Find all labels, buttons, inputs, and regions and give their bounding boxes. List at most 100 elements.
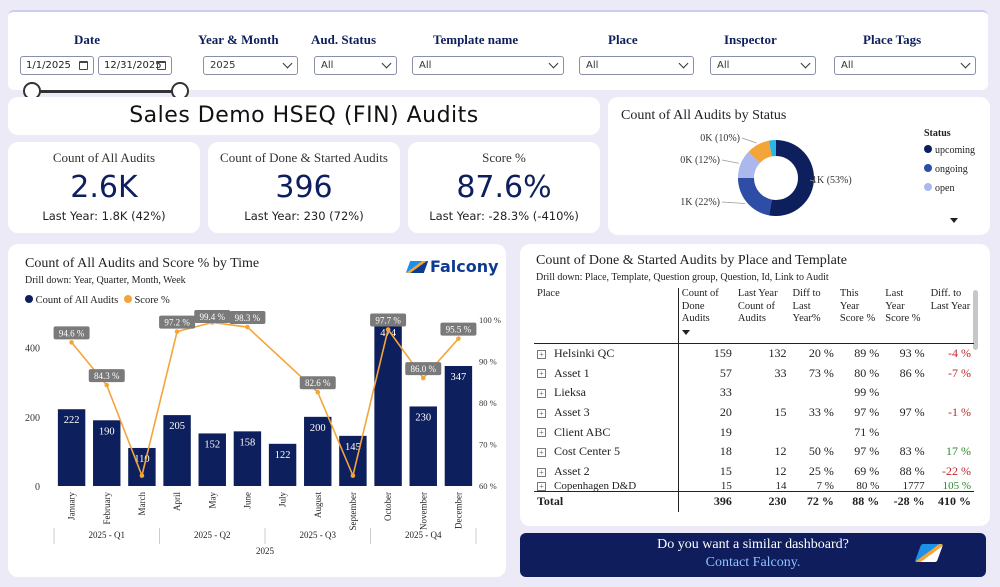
inspector-select[interactable]: All xyxy=(710,56,816,75)
col-header-this-year-score[interactable]: This Year Score % xyxy=(839,288,876,324)
bar-august[interactable] xyxy=(304,416,332,486)
combo-chart[interactable]: 0 200 400 60 % 70 % 80 % 90 % 100 % 222 January 19… xyxy=(8,244,506,577)
table-scrollbar[interactable] xyxy=(973,290,978,350)
year-month-select[interactable]: 2025 xyxy=(203,56,298,75)
col-header-diff-last-year[interactable]: Diff to Last Year% xyxy=(792,288,821,324)
donut-chart[interactable]: 1K (53%) 1K (22%) 0K (12%) 0K (10%) xyxy=(608,97,990,235)
kpi-card-done-started[interactable]: Count of Done & Started Audits 396 Last … xyxy=(208,142,400,233)
chevron-down-icon xyxy=(381,58,392,69)
bar-november[interactable] xyxy=(409,406,437,486)
expand-icon[interactable]: + xyxy=(537,448,546,458)
bar-may[interactable] xyxy=(198,433,226,486)
expand-icon[interactable]: + xyxy=(537,408,546,418)
bar-july[interactable] xyxy=(268,443,297,486)
donut-slice-other[interactable] xyxy=(748,140,772,163)
kpi-card-all-audits[interactable]: Count of All Audits 2.6K Last Year: 1.8K… xyxy=(8,142,200,233)
bar-value-label: 205 xyxy=(169,421,185,432)
donut-slice-upcoming[interactable] xyxy=(768,140,814,216)
table-row[interactable]: + Helsinki QC 159 132 20 % 89 % 93 % -4 % xyxy=(534,343,974,364)
donut-label: 1K (22%) xyxy=(680,197,720,208)
table-cell: 15 xyxy=(720,481,732,492)
table-cell xyxy=(790,383,837,403)
place-name: Copenhagen D&D xyxy=(554,481,637,492)
bar-december[interactable] xyxy=(444,365,473,486)
expand-icon[interactable]: + xyxy=(537,349,546,359)
legend-audits-label[interactable]: Count of All Audits xyxy=(35,295,119,306)
place-template-table-card: Count of Done & Started Audits by Place … xyxy=(520,244,990,526)
contact-link[interactable]: Contact Falcony. xyxy=(705,555,801,570)
legend-item-open[interactable]: open xyxy=(924,183,954,194)
legend-more-icon[interactable] xyxy=(950,218,958,223)
place-cell: + Client ABC xyxy=(534,422,679,442)
col-header-place[interactable]: Place xyxy=(534,288,679,344)
calendar-icon[interactable] xyxy=(157,61,166,70)
table-cell: 88 % xyxy=(899,463,925,478)
page-title: Sales Demo HSEQ (FIN) Audits xyxy=(129,103,479,128)
col-header-last-year-count[interactable]: Last Year Count of Audits xyxy=(737,288,778,324)
place-tags-label: Place Tags xyxy=(863,32,922,47)
aud-status-select[interactable]: All xyxy=(314,56,397,75)
table-row[interactable]: + Lieksa 33 99 % xyxy=(534,382,974,403)
quarter-label: 2025 - Q3 xyxy=(300,530,337,540)
table-cell: -4 % xyxy=(948,346,971,361)
kpi-card-score[interactable]: Score % 87.6% Last Year: -28.3% (-410%) xyxy=(408,142,600,233)
place-tags-select[interactable]: All xyxy=(834,56,976,75)
table-cell: 159 xyxy=(713,346,732,361)
score-point xyxy=(420,375,426,381)
sort-desc-icon[interactable] xyxy=(681,329,690,335)
start-date-input[interactable]: 1/1/2025 xyxy=(20,56,94,75)
legend-score-label[interactable]: Score % xyxy=(134,295,170,306)
score-label-bg xyxy=(53,326,90,340)
place-select[interactable]: All xyxy=(579,56,694,75)
table-row[interactable]: + Copenhagen D&D 15 14 7 % 80 % 1777 105 % xyxy=(534,481,974,492)
donut-slice-other2[interactable] xyxy=(768,140,776,157)
table-cell xyxy=(790,422,837,442)
end-date-input[interactable]: 12/31/2025 xyxy=(98,56,172,75)
expand-icon[interactable]: + xyxy=(537,482,546,492)
kpi-value: 87.6% xyxy=(456,170,552,205)
donut-leader-line xyxy=(721,201,746,204)
table-row[interactable]: + Cost Center 5 18 12 50 % 97 % 83 % 17 % xyxy=(534,441,974,462)
score-point xyxy=(104,382,110,388)
table-row[interactable]: + Asset 1 57 33 73 % 80 % 86 % -7 % xyxy=(534,363,974,383)
legend-item-ongoing[interactable]: ongoing xyxy=(924,164,968,175)
bar-value-label: 145 xyxy=(345,442,361,453)
total-cell: 72 % xyxy=(806,494,834,509)
table-cell: 83 % xyxy=(899,444,925,459)
table-cell: 18 xyxy=(719,444,732,459)
aud-status-label: Aud. Status xyxy=(311,32,377,47)
score-point xyxy=(139,473,145,478)
bar-february[interactable] xyxy=(93,420,121,486)
y2-tick-label: 80 % xyxy=(479,398,497,408)
bar-april[interactable] xyxy=(163,415,191,486)
template-name-select[interactable]: All xyxy=(412,56,564,75)
donut-slice-ongoing[interactable] xyxy=(738,178,772,216)
legend-item-upcoming[interactable]: upcoming xyxy=(924,145,975,156)
table-row[interactable]: + Asset 3 20 15 33 % 97 % 97 % -1 % xyxy=(534,402,974,423)
col-header-last-year-score[interactable]: Last Year Score % xyxy=(885,288,921,324)
table-cell: 80 % xyxy=(854,365,880,380)
date-range-slider[interactable] xyxy=(30,90,182,93)
template-name-label: Template name xyxy=(433,32,519,47)
status-donut-card: Count of All Audits by Status 1K (53%) 1K… xyxy=(608,97,990,235)
x-tick-label: January xyxy=(67,492,77,520)
bar-january[interactable] xyxy=(57,409,86,486)
quarter-label: 2025 - Q2 xyxy=(194,530,231,540)
table-row[interactable]: + Client ABC 19 71 % xyxy=(534,422,974,442)
kpi-sub: Last Year: 1.8K (42%) xyxy=(42,209,166,223)
table-cell xyxy=(735,422,790,442)
bar-june[interactable] xyxy=(233,431,262,486)
donut-slice-open[interactable] xyxy=(738,151,760,178)
y2-tick-label: 60 % xyxy=(479,481,497,491)
table-cell: 12 xyxy=(774,463,787,478)
col-header-diff-to-last-year[interactable]: Diff. to Last Year xyxy=(930,288,971,312)
expand-icon[interactable]: + xyxy=(537,369,546,379)
calendar-icon[interactable] xyxy=(79,61,88,70)
expand-icon[interactable]: + xyxy=(537,428,546,438)
expand-icon[interactable]: + xyxy=(537,388,546,398)
table-row[interactable]: + Asset 2 15 12 25 % 69 % 88 % -22 % xyxy=(534,461,974,482)
col-header-done-audits[interactable]: Count of Done Audits xyxy=(678,288,735,344)
bar-october[interactable] xyxy=(374,322,402,486)
contact-banner[interactable]: Do you want a similar dashboard? Contact… xyxy=(520,533,986,577)
expand-icon[interactable]: + xyxy=(537,467,546,477)
